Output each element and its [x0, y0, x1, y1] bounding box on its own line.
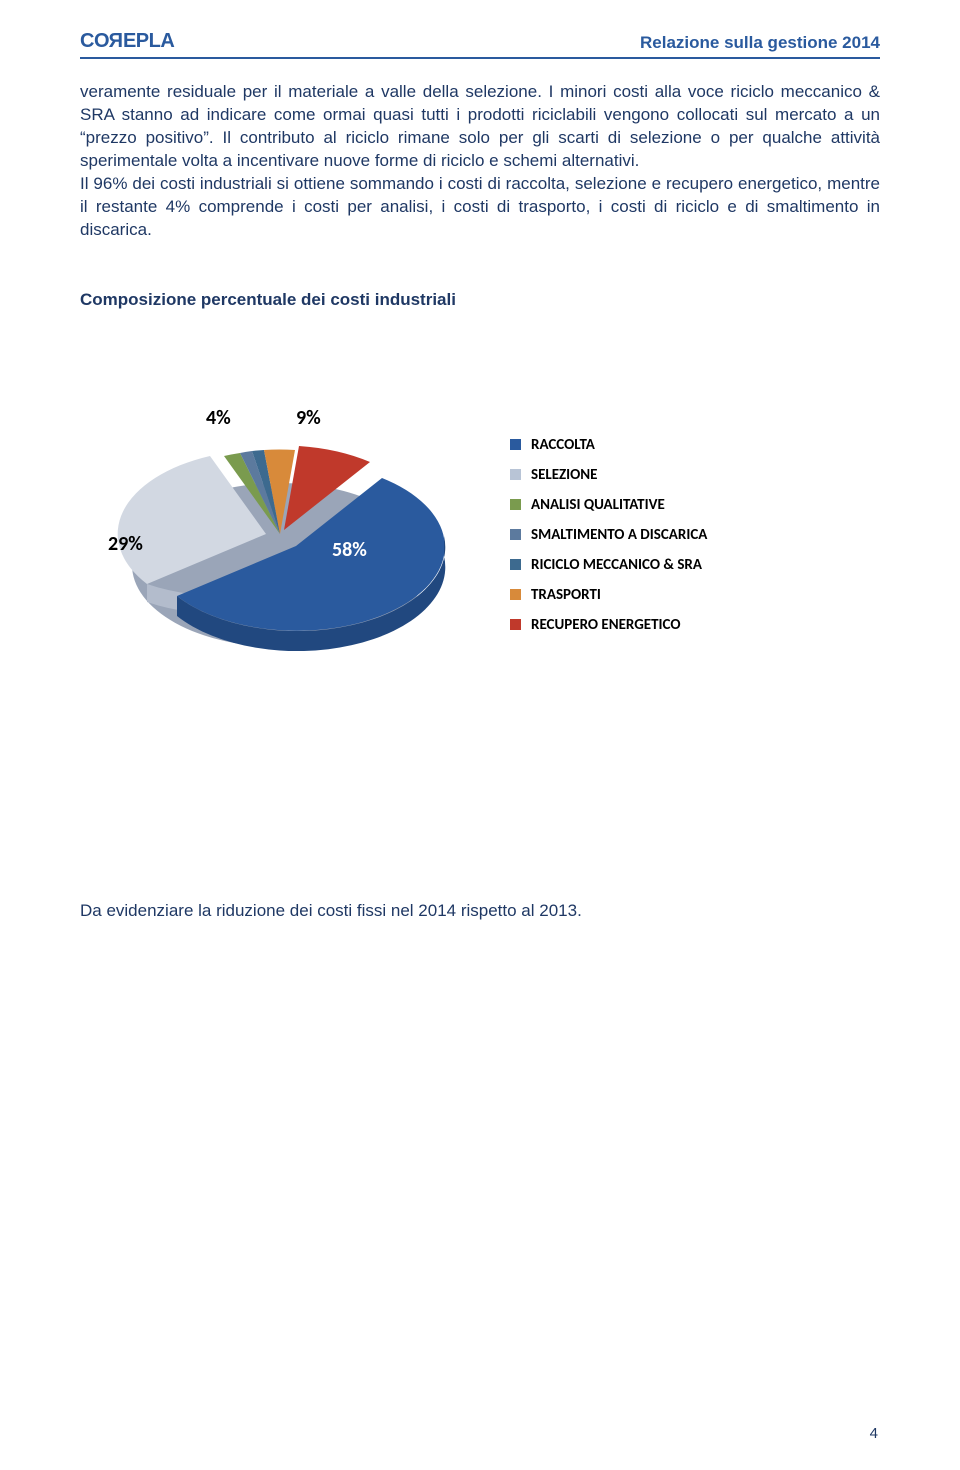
- pct-label-58: 58%: [332, 538, 367, 562]
- legend-label: RACCOLTA: [531, 436, 595, 454]
- swatch-riciclo: [510, 559, 521, 570]
- swatch-recupero: [510, 619, 521, 630]
- legend-item-riciclo: RICICLO MECCANICO & SRA: [510, 556, 707, 574]
- pct-label-4: 4%: [206, 406, 231, 430]
- legend-label: RECUPERO ENERGETICO: [531, 616, 681, 634]
- legend-item-selezione: SELEZIONE: [510, 466, 707, 484]
- legend-label: TRASPORTI: [531, 586, 601, 604]
- paragraph-1: veramente residuale per il materiale a v…: [80, 81, 880, 173]
- pie-svg: [90, 400, 470, 680]
- swatch-raccolta: [510, 439, 521, 450]
- logo: COREPLA: [80, 30, 174, 53]
- legend-item-recupero: RECUPERO ENERGETICO: [510, 616, 707, 634]
- chart-heading: Composizione percentuale dei costi indus…: [80, 290, 880, 310]
- swatch-smaltimento: [510, 529, 521, 540]
- legend-item-trasporti: TRASPORTI: [510, 586, 707, 604]
- legend-item-analisi: ANALISI QUALITATIVE: [510, 496, 707, 514]
- logo-text: COREPLA: [80, 30, 174, 53]
- pct-label-9: 9%: [296, 406, 321, 430]
- legend: RACCOLTA SELEZIONE ANALISI QUALITATIVE S…: [510, 400, 707, 634]
- logo-prefix: CO: [80, 30, 109, 52]
- closing-text: Da evidenziare la riduzione dei costi fi…: [80, 900, 880, 923]
- pie-chart: 4% 9% 29% 58%: [90, 400, 470, 680]
- paragraph-2: Il 96% dei costi industriali si ottiene …: [80, 173, 880, 242]
- legend-label: SMALTIMENTO A DISCARICA: [531, 526, 707, 544]
- page-header: COREPLA Relazione sulla gestione 2014: [80, 30, 880, 59]
- legend-item-raccolta: RACCOLTA: [510, 436, 707, 454]
- chart-area: 4% 9% 29% 58% RACCOLTA SELEZIONE ANALISI…: [80, 400, 880, 680]
- legend-label: ANALISI QUALITATIVE: [531, 496, 665, 514]
- pct-label-29: 29%: [108, 532, 143, 556]
- body-text: veramente residuale per il materiale a v…: [80, 81, 880, 242]
- legend-label: SELEZIONE: [531, 466, 598, 484]
- swatch-selezione: [510, 469, 521, 480]
- page-number: 4: [870, 1425, 878, 1442]
- logo-suffix: EPLA: [123, 30, 174, 52]
- swatch-analisi: [510, 499, 521, 510]
- header-title: Relazione sulla gestione 2014: [640, 33, 880, 53]
- legend-label: RICICLO MECCANICO & SRA: [531, 556, 702, 574]
- swatch-trasporti: [510, 589, 521, 600]
- legend-item-smaltimento: SMALTIMENTO A DISCARICA: [510, 526, 707, 544]
- logo-flip-letter: R: [109, 30, 123, 53]
